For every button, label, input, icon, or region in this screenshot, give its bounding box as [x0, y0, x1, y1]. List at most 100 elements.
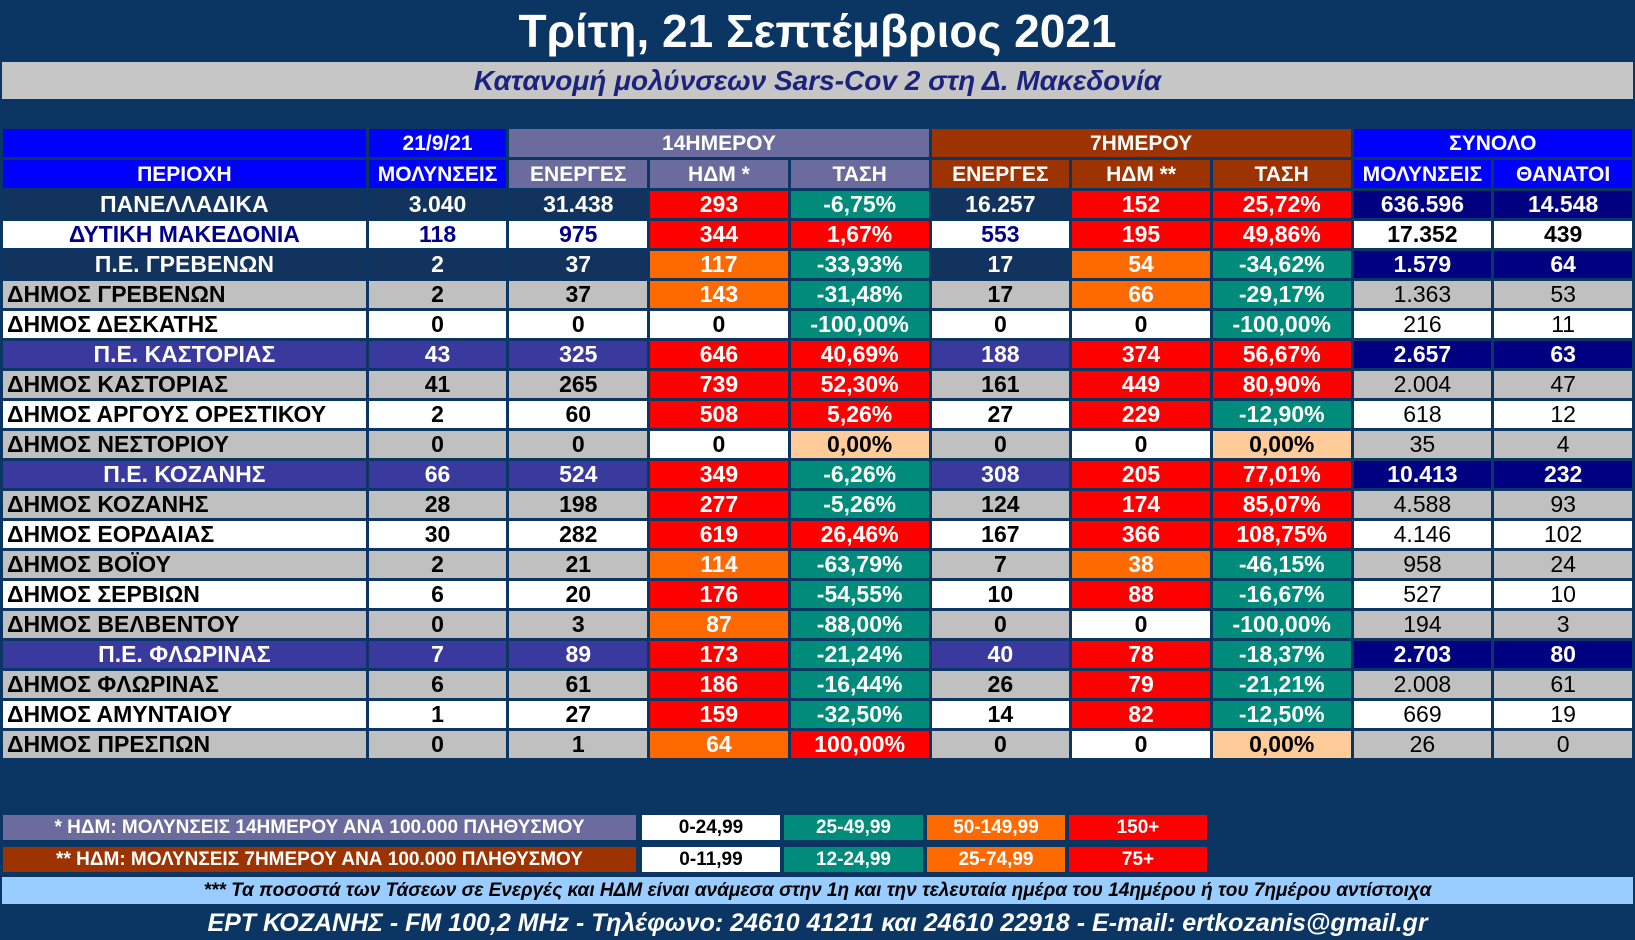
deaths-cell: 53: [1494, 281, 1632, 308]
legend-7-range-2: 12-24,99: [784, 847, 923, 872]
trend-14-cell: -6,75%: [790, 191, 929, 218]
total-infections-cell: 4.146: [1353, 521, 1492, 548]
area-name: ΔΗΜΟΣ ΦΛΩΡΙΝΑΣ: [3, 671, 366, 698]
active-7-cell: 0: [931, 731, 1070, 758]
active-14-cell: 37: [509, 251, 648, 278]
hdm-14-cell: 0: [650, 311, 788, 338]
data-table: 21/9/21 14ΗΜΕΡΟΥ 7ΗΜΕΡΟΥ ΣΥΝΟΛΟ ΠΕΡΙΟΧΗ …: [0, 126, 1635, 761]
trend-7-cell: 0,00%: [1212, 431, 1351, 458]
active-7-cell: 0: [931, 311, 1070, 338]
total-infections-cell: 1.579: [1353, 251, 1492, 278]
infections-cell: 6: [368, 671, 507, 698]
deaths-cell: 102: [1494, 521, 1632, 548]
deaths-cell: 80: [1494, 641, 1632, 668]
active-14-cell: 27: [509, 701, 648, 728]
legend-14-range-4: 150+: [1069, 815, 1207, 840]
total-infections-cell: 35: [1353, 431, 1492, 458]
total-infections-cell: 2.004: [1353, 371, 1492, 398]
active-7-cell: 10: [931, 581, 1070, 608]
infections-cell: 41: [368, 371, 507, 398]
infections-cell: 7: [368, 641, 507, 668]
hdm-14-cell: 87: [650, 611, 788, 638]
area-name: ΔΗΜΟΣ ΑΡΓΟΥΣ ΟΡΕΣΤΙΚΟΥ: [3, 401, 366, 428]
area-name: ΔΥΤΙΚΗ ΜΑΚΕΔΟΝΙΑ: [3, 221, 366, 248]
area-name: ΔΗΜΟΣ ΔΕΣΚΑΤΗΣ: [3, 311, 366, 338]
deaths-cell: 0: [1494, 731, 1632, 758]
trend-7-cell: -34,62%: [1212, 251, 1351, 278]
total-infections-cell: 10.413: [1353, 461, 1492, 488]
area-name: ΔΗΜΟΣ ΕΟΡΔΑΙΑΣ: [3, 521, 366, 548]
active-7-cell: 40: [931, 641, 1070, 668]
trend-7-cell: 80,90%: [1212, 371, 1351, 398]
header-group-7: 7ΗΜΕΡΟΥ: [931, 129, 1351, 157]
area-name: ΔΗΜΟΣ ΝΕΣΤΟΡΙΟΥ: [3, 431, 366, 458]
trend-7-cell: 85,07%: [1212, 491, 1351, 518]
deaths-cell: 14.548: [1494, 191, 1632, 218]
deaths-cell: 439: [1494, 221, 1632, 248]
deaths-cell: 12: [1494, 401, 1632, 428]
area-name: ΔΗΜΟΣ ΑΜΥΝΤΑΙΟΥ: [3, 701, 366, 728]
active-14-cell: 60: [509, 401, 648, 428]
total-infections-cell: 2.703: [1353, 641, 1492, 668]
trend-14-cell: 52,30%: [790, 371, 929, 398]
deaths-cell: 64: [1494, 251, 1632, 278]
total-infections-cell: 2.657: [1353, 341, 1492, 368]
hdm-14-cell: 293: [650, 191, 788, 218]
table-row: ΔΗΜΟΣ ΝΕΣΤΟΡΙΟΥ 0 0 0 0,00% 0 0 0,00% 35 4: [3, 431, 1632, 458]
active-14-cell: 265: [509, 371, 648, 398]
active-14-cell: 31.438: [509, 191, 648, 218]
infections-cell: 2: [368, 551, 507, 578]
deaths-cell: 24: [1494, 551, 1632, 578]
trend-7-cell: -100,00%: [1212, 311, 1351, 338]
legend-7-label: ** ΗΔΜ: ΜΟΛΥΝΣΕΙΣ 7ΗΜΕΡΟΥ ΑΝΑ 100.000 ΠΛ…: [3, 847, 636, 872]
trend-14-cell: 5,26%: [790, 401, 929, 428]
header-trend-14: ΤΑΣΗ: [790, 160, 929, 188]
legend-14-range-1: 0-24,99: [642, 815, 780, 840]
area-name: ΔΗΜΟΣ ΠΡΕΣΠΩΝ: [3, 731, 366, 758]
area-name: ΔΗΜΟΣ ΒΟΪΟΥ: [3, 551, 366, 578]
trend-7-cell: 56,67%: [1212, 341, 1351, 368]
hdm-7-cell: 0: [1072, 731, 1210, 758]
hdm-14-cell: 619: [650, 521, 788, 548]
active-7-cell: 553: [931, 221, 1070, 248]
active-7-cell: 0: [931, 431, 1070, 458]
table-row: ΔΗΜΟΣ ΣΕΡΒΙΩΝ 6 20 176 -54,55% 10 88 -16,67% 527…: [3, 581, 1632, 608]
trend-7-cell: -21,21%: [1212, 671, 1351, 698]
header-blank: [3, 129, 366, 157]
header-infections: ΜΟΛΥΝΣΕΙΣ: [368, 160, 507, 188]
infections-cell: 66: [368, 461, 507, 488]
hdm-14-cell: 349: [650, 461, 788, 488]
table-row: ΔΥΤΙΚΗ ΜΑΚΕΔΟΝΙΑ 118 975 344 1,67% 553 195 49,8…: [3, 221, 1632, 248]
total-infections-cell: 26: [1353, 731, 1492, 758]
trend-7-cell: -100,00%: [1212, 611, 1351, 638]
hdm-7-cell: 366: [1072, 521, 1210, 548]
area-name: ΔΗΜΟΣ ΚΟΖΑΝΗΣ: [3, 491, 366, 518]
hdm-7-cell: 54: [1072, 251, 1210, 278]
infections-cell: 1: [368, 701, 507, 728]
header-area: ΠΕΡΙΟΧΗ: [3, 160, 366, 188]
hdm-14-cell: 159: [650, 701, 788, 728]
deaths-cell: 93: [1494, 491, 1632, 518]
infections-cell: 43: [368, 341, 507, 368]
trend-14-cell: -32,50%: [790, 701, 929, 728]
deaths-cell: 19: [1494, 701, 1632, 728]
area-name: Π.Ε. ΚΟΖΑΝΗΣ: [3, 461, 366, 488]
active-14-cell: 524: [509, 461, 648, 488]
table-row: ΔΗΜΟΣ ΚΑΣΤΟΡΙΑΣ 41 265 739 52,30% 161 449 80,90…: [3, 371, 1632, 398]
hdm-7-cell: 88: [1072, 581, 1210, 608]
active-7-cell: 14: [931, 701, 1070, 728]
trend-14-cell: 0,00%: [790, 431, 929, 458]
header-deaths: ΘΑΝΑΤΟΙ: [1494, 160, 1632, 188]
active-14-cell: 89: [509, 641, 648, 668]
trend-14-cell: -6,26%: [790, 461, 929, 488]
active-14-cell: 20: [509, 581, 648, 608]
trend-7-cell: 77,01%: [1212, 461, 1351, 488]
hdm-7-cell: 174: [1072, 491, 1210, 518]
active-14-cell: 61: [509, 671, 648, 698]
deaths-cell: 61: [1494, 671, 1632, 698]
trend-14-cell: -21,24%: [790, 641, 929, 668]
active-7-cell: 167: [931, 521, 1070, 548]
total-infections-cell: 527: [1353, 581, 1492, 608]
total-infections-cell: 618: [1353, 401, 1492, 428]
hdm-7-cell: 78: [1072, 641, 1210, 668]
